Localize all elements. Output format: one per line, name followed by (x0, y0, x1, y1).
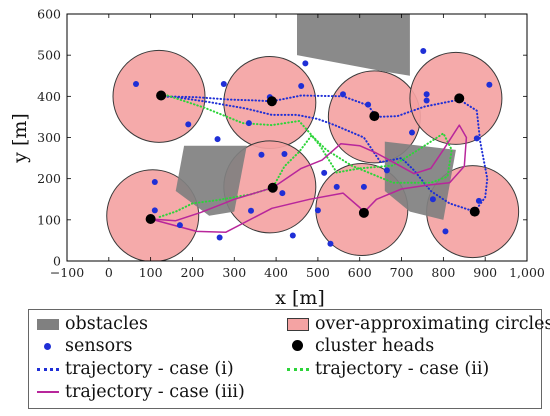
sensor-point (475, 197, 482, 204)
cluster-head-point (469, 206, 480, 217)
dotted-line-blue-icon (37, 367, 59, 371)
sensor-point (279, 190, 286, 197)
sensor-point (176, 222, 183, 229)
y-axis-label: y [m] (9, 113, 31, 164)
obstacle-2 (175, 145, 247, 216)
sensor-point (298, 83, 305, 90)
x-tick-label: 800 (431, 265, 455, 280)
y-tick-label: 500 (37, 48, 61, 63)
sensor-point (423, 97, 430, 104)
legend-label: cluster heads (315, 336, 435, 356)
plot-area (106, 14, 520, 261)
x-tick-label: 100 (139, 265, 163, 280)
y-tick-label: 200 (37, 171, 61, 186)
obstacle-swatch-icon (37, 318, 59, 330)
sensor-point (409, 129, 415, 136)
x-tick-label: 200 (181, 265, 205, 280)
solid-line-magenta-icon (37, 391, 59, 393)
x-tick-label: 300 (222, 265, 246, 280)
x-axis-label: x [m] (275, 287, 325, 309)
legend-label: trajectory - case (iii) (65, 382, 245, 402)
sensor-point (333, 183, 340, 190)
sensor-point (185, 121, 192, 128)
legend-item-cluster-heads: cluster heads (287, 336, 434, 356)
plot-content (106, 14, 520, 261)
sensor-point (214, 136, 221, 143)
sensor-point (133, 80, 139, 87)
cluster-head-point (358, 207, 369, 218)
legend-item-case-i: trajectory - case (i) (37, 359, 234, 379)
trajectory-case-i (160, 94, 489, 213)
cluster-head-point (266, 96, 277, 107)
legend: obstacles over-approximating circles sen… (28, 309, 550, 409)
sensor-point (302, 60, 309, 67)
sensor-point (360, 183, 367, 190)
legend-item-case-iii: trajectory - case (iii) (37, 382, 245, 402)
x-tick-label: 0 (105, 265, 113, 280)
cluster-head-dot-icon (287, 340, 309, 352)
sensor-point (420, 48, 427, 55)
y-tick-label: 600 (37, 7, 61, 22)
cluster-head-point (145, 214, 156, 225)
x-tick-label: 600 (348, 265, 372, 280)
legend-item-sensors: sensors (37, 336, 132, 356)
sensor-point (151, 178, 158, 185)
sensor-point (281, 150, 288, 157)
legend-item-case-ii: trajectory - case (ii) (287, 359, 489, 379)
sensor-point (258, 151, 265, 158)
x-tick-label: 700 (390, 265, 414, 280)
sensor-point (429, 196, 436, 203)
legend-item-circles: over-approximating circles (287, 314, 550, 334)
sensor-point (423, 91, 430, 98)
legend-label: obstacles (65, 314, 148, 334)
circle-swatch-icon (287, 317, 309, 331)
cluster-head-point (454, 93, 465, 104)
y-tick-label: 100 (37, 212, 61, 227)
legend-label: trajectory - case (i) (65, 359, 234, 379)
x-tick-label: −100 (50, 265, 84, 280)
sensor-point (383, 167, 390, 174)
sensor-point (314, 207, 321, 214)
sensor-point (321, 169, 328, 176)
x-tick-label: 400 (264, 265, 288, 280)
sensor-dot-icon (37, 341, 59, 352)
dotted-line-green-icon (287, 367, 309, 371)
sensor-point (340, 91, 346, 98)
sensor-point (486, 81, 493, 88)
y-tick-label: 0 (53, 254, 61, 269)
sensor-point (327, 240, 334, 247)
trajectory-case-iii (149, 124, 468, 233)
cluster-head-point (156, 90, 167, 101)
sensor-point (442, 228, 449, 235)
sensor-point (248, 207, 254, 214)
axes: −100 0 100 200 300 400 500 600 700 800 900 1,000010… (37, 7, 545, 281)
obstacle-3 (384, 141, 456, 220)
legend-label: over-approximating circles (315, 314, 550, 334)
sensor-point (245, 120, 252, 127)
legend-label: sensors (65, 336, 133, 356)
sensor-point (220, 80, 227, 87)
obstacle-1 (297, 14, 410, 76)
legend-label: trajectory - case (ii) (315, 359, 490, 379)
cluster-head-point (267, 182, 278, 193)
legend-item-obstacles: obstacles (37, 314, 148, 334)
cluster-head-point (369, 111, 380, 122)
sensor-point (365, 101, 372, 108)
sensor-point (473, 135, 480, 142)
x-tick-label: 1,000 (509, 265, 545, 280)
x-tick-label: 900 (473, 265, 497, 280)
sensor-point (289, 232, 296, 239)
y-tick-label: 300 (37, 130, 61, 145)
sensor-point (216, 234, 223, 241)
x-tick-label: 500 (306, 265, 330, 280)
sensor-point (151, 207, 158, 214)
y-tick-label: 400 (37, 89, 61, 104)
